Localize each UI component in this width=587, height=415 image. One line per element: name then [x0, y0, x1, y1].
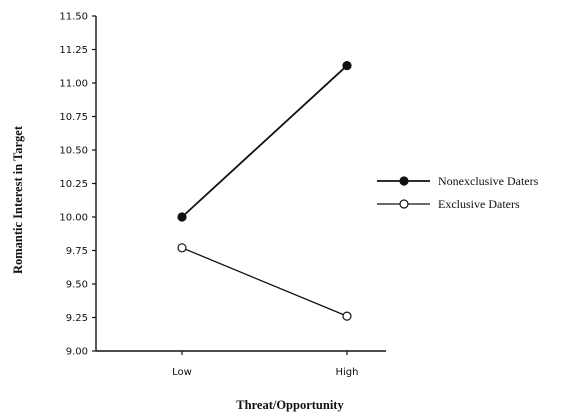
series-line [181, 64, 348, 218]
legend-item: Exclusive Daters [377, 197, 520, 211]
y-tick-label: 10.00 [59, 213, 88, 224]
y-tick-label: 10.25 [59, 179, 88, 190]
x-ticks: Low High [172, 351, 358, 378]
legend-item: Nonexclusive Daters [377, 174, 539, 188]
x-axis-title: Threat/Opportunity [236, 398, 344, 412]
y-axis-title: Romantic Interest in Target [11, 125, 25, 274]
series-layer [177, 60, 352, 321]
y-tick-label: 11.25 [59, 45, 88, 56]
y-tick-label: 11.00 [59, 79, 88, 90]
series-exclusive-daters [177, 243, 352, 321]
legend-marker [399, 199, 409, 209]
legend-label: Exclusive Daters [438, 197, 520, 211]
y-tick-label: 11.50 [59, 12, 88, 23]
y-tick-label: 9.25 [66, 313, 88, 324]
legend-label: Nonexclusive Daters [438, 174, 539, 188]
legend-marker [399, 176, 409, 186]
series-line [181, 247, 348, 317]
x-axis: Low High [96, 350, 386, 378]
y-tick-label: 10.50 [59, 146, 88, 157]
legend: Nonexclusive Daters Exclusive Daters [377, 174, 539, 211]
data-point [342, 60, 352, 71]
data-point [177, 243, 187, 253]
y-axis: 9.00 9.25 9.50 9.75 10.00 10.25 10.50 10.75 11.0… [59, 12, 97, 358]
x-tick-label: Low [172, 367, 192, 378]
x-tick-label: High [336, 367, 359, 378]
y-tick-label: 9.00 [66, 347, 88, 358]
series-nonexclusive-daters [177, 60, 352, 222]
y-tick-label: 10.75 [59, 112, 88, 123]
data-point [177, 212, 187, 222]
y-tick-label: 9.75 [66, 246, 88, 257]
data-point [342, 311, 352, 321]
y-ticks: 9.00 9.25 9.50 9.75 10.00 10.25 10.50 10.75 11.0… [59, 12, 96, 358]
y-tick-label: 9.50 [66, 280, 88, 291]
